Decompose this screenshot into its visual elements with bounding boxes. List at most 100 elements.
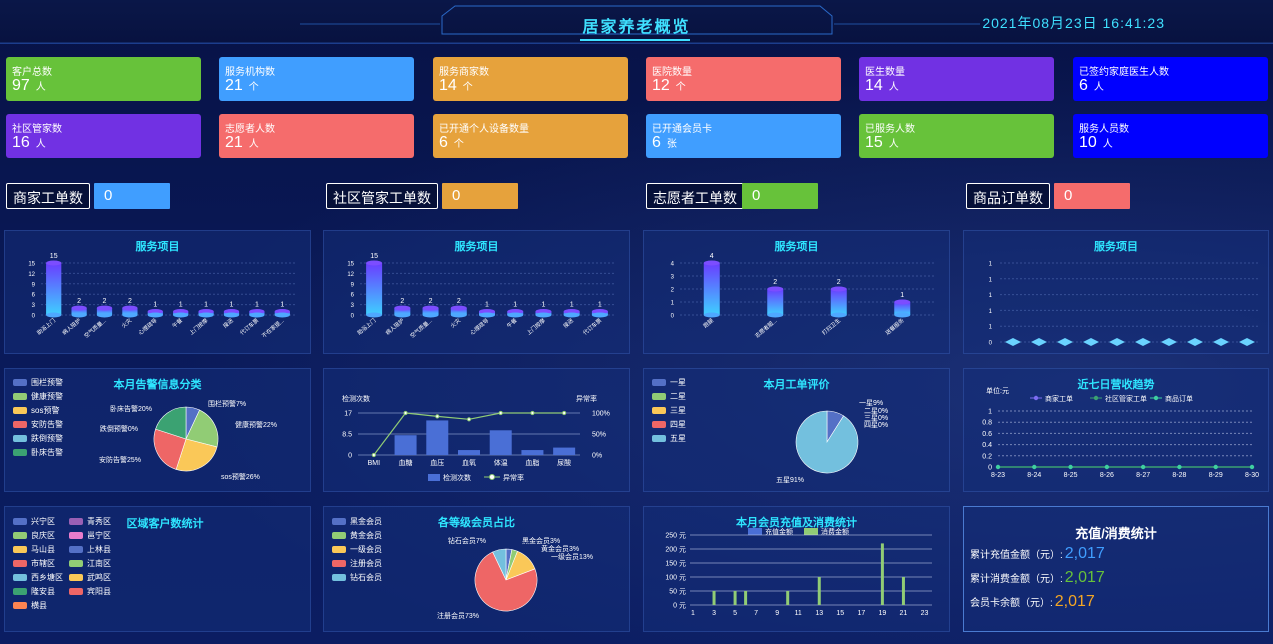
legend-label: 隆安县 (31, 586, 55, 596)
bar (46, 260, 62, 318)
x-tick-label: 火灾 (120, 316, 134, 330)
bar-top (96, 305, 113, 311)
legend-item[interactable]: 马山县 (13, 542, 69, 556)
legend-item[interactable]: 江南区 (69, 556, 129, 570)
legend-item[interactable]: 西乡塘区 (13, 570, 69, 584)
kpi-card[interactable]: 服务机构数 21 个 (219, 57, 414, 101)
legend-swatch (1033, 395, 1039, 401)
legend-item[interactable]: 邕宁区 (69, 528, 129, 542)
legend-item[interactable]: 兴宁区 (13, 514, 69, 528)
pie-slice (175, 438, 218, 472)
legend-label: 兴宁区 (31, 516, 55, 526)
legend-item[interactable]: 跌倒预警 (13, 431, 63, 445)
bar-base (830, 312, 847, 318)
legend-item[interactable]: 围栏预警 (13, 375, 63, 389)
legend-item[interactable]: 黄金会员 (332, 528, 382, 542)
kpi-unit: 个 (462, 82, 473, 93)
x-tick-label: 8-29 (1209, 472, 1223, 479)
workorder-label: 商家工单数 (6, 183, 90, 209)
legend-item[interactable]: 二星 (652, 389, 686, 403)
health-check-panel: 检测次数 异常率 0 0% 8.5 50% 17 100% BMI 血糖 血压 血氧 体温 血脂 尿酸 检测次… (323, 368, 630, 492)
bar (173, 309, 189, 318)
kpi-card[interactable]: 服务人员数 10 人 (1073, 114, 1268, 158)
bar-top (46, 260, 62, 266)
bar-body (894, 302, 911, 315)
legend-item[interactable]: 钻石会员 (332, 570, 382, 584)
legend-swatch (13, 448, 27, 456)
service-items-chart-2: 0 3 6 9 12 15 15 助浴上门 2 病人陪护 2 空气质量... 2 火灾 1 心理疏导 1 午餐 1 上… (347, 253, 614, 340)
kpi-card[interactable]: 已开通会员卡 6 张 (646, 114, 841, 158)
kpi-value: 6 (652, 134, 661, 151)
legend-item[interactable]: 五星 (652, 431, 686, 445)
kpi-label: 服务商家数 (439, 67, 489, 78)
legend-item[interactable]: 三星 (652, 403, 686, 417)
header: 居家养老概览 2021年08月23日 16:41:23 (0, 0, 1273, 44)
legend-item[interactable]: 上林县 (69, 542, 129, 556)
y-tick-label: 15 (28, 262, 35, 268)
pie-label: 安防告警25% (99, 455, 141, 464)
bar-top (394, 305, 411, 311)
x-tick-label: 尿酸 (557, 458, 571, 467)
legend-item[interactable]: 四星 (652, 417, 686, 431)
legend-swatch (332, 517, 346, 525)
kpi-value: 15 (865, 134, 883, 151)
legend-label: 异常率 (503, 473, 524, 482)
legend-item[interactable]: 健康预警 (13, 389, 63, 403)
y-tick-label: 250 元 (665, 532, 686, 540)
legend-item[interactable]: 市辖区 (13, 556, 69, 570)
x-tick-label: 代订车票 (238, 316, 260, 337)
legend-item[interactable]: 横县 (13, 598, 69, 612)
kpi-unit: 张 (666, 139, 677, 150)
x-tick-label: 上门按摩 (525, 316, 547, 337)
kpi-label: 医生数量 (865, 67, 905, 78)
legend-item[interactable]: 良庆区 (13, 528, 69, 542)
legend-item[interactable]: 武鸣区 (69, 570, 129, 584)
legend-label: 黄金会员 (350, 530, 382, 540)
kpi-card[interactable]: 已服务人数 15 人 (859, 114, 1054, 158)
bar (489, 430, 512, 455)
legend-item[interactable]: 一级会员 (332, 542, 382, 556)
legend-item[interactable]: sos预警 (13, 403, 63, 417)
bar-base (122, 312, 138, 318)
x-tick-label: 8-26 (1100, 472, 1114, 479)
legend-item[interactable]: 卧床告警 (13, 445, 63, 459)
kpi-card[interactable]: 服务商家数 14 个 (433, 57, 628, 101)
bar-body (830, 289, 847, 315)
kpi-value: 10 (1079, 134, 1097, 151)
panel-title: 本月告警信息分类 (113, 379, 202, 391)
bar-base (249, 312, 265, 318)
bar-base (591, 312, 608, 318)
kpi-card[interactable]: 医院数量 12 个 (646, 57, 841, 101)
x-tick-label: 7 (754, 610, 758, 617)
y-tick-label: 150 元 (665, 560, 686, 568)
bar-top (450, 305, 467, 311)
data-label: 2 (429, 298, 433, 305)
legend-item[interactable]: 一星 (652, 375, 686, 389)
kpi-label: 已签约家庭医生人数 (1079, 67, 1169, 78)
bar-top (591, 309, 608, 315)
kpi-card[interactable]: 已签约家庭医生人数 6 人 (1073, 57, 1268, 101)
legend-item[interactable]: 宾阳县 (69, 584, 129, 598)
kpi-label: 志愿者人数 (225, 124, 275, 135)
pie-label: 一星9% (859, 399, 883, 407)
data-label: 1 (541, 302, 545, 309)
legend-item[interactable]: 安防告警 (13, 417, 63, 431)
workorder-value: 0 (442, 183, 518, 209)
legend-item[interactable]: 青秀区 (69, 514, 129, 528)
kpi-card[interactable]: 医生数量 14 人 (859, 57, 1054, 101)
bar-base (535, 312, 552, 318)
x-tick-label: 助浴上门 (355, 316, 377, 336)
x-tick-label: 病人陪护 (384, 316, 406, 337)
bar-base (422, 312, 439, 318)
kpi-card[interactable]: 社区管家数 16 人 (6, 114, 201, 158)
kpi-card[interactable]: 已开通个人设备数量 6 个 (433, 114, 628, 158)
legend-item[interactable]: 隆安县 (13, 584, 69, 598)
kpi-card[interactable]: 客户总数 97 人 (6, 57, 201, 101)
bar (458, 450, 480, 455)
service-items-chart-4: 0 1 1 1 1 1 (989, 262, 1260, 347)
pie-label: 钻石会员7% (448, 536, 486, 545)
bar (901, 577, 905, 605)
kpi-card[interactable]: 志愿者人数 21 人 (219, 114, 414, 158)
legend-item[interactable]: 注册会员 (332, 556, 382, 570)
legend-item[interactable]: 黑金会员 (332, 514, 382, 528)
